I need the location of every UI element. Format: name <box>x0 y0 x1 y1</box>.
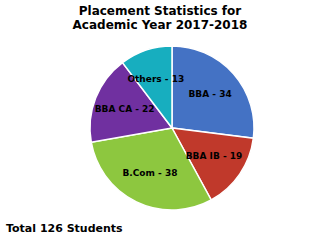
slice-label: BBA - 34 <box>189 89 232 99</box>
slice-label: BBA IB - 19 <box>186 151 243 161</box>
pie <box>90 46 254 210</box>
pie-slice <box>122 46 172 128</box>
slice-label: B.Com - 38 <box>122 168 177 178</box>
slice-label: Others - 13 <box>127 74 184 84</box>
pie-slice <box>91 128 211 210</box>
slice-labels: BBA - 34 BBA IB - 19 B.Com - 38 BBA CA - 22… <box>95 74 243 178</box>
slice-label: BBA CA - 22 <box>95 104 155 114</box>
chart: Placement Statistics forAcademic Year 20… <box>0 0 320 240</box>
pie-slice <box>172 46 254 138</box>
title-line: Placement Statistics for <box>79 4 242 18</box>
title-line: Academic Year 2017-2018 <box>73 18 248 32</box>
title: Placement Statistics forAcademic Year 20… <box>73 4 248 32</box>
annotation: Total 126 Students <box>6 222 123 235</box>
